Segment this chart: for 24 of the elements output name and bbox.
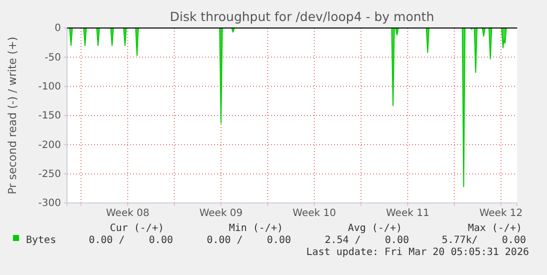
text: Avg (-/+) [348, 223, 402, 234]
y-tick-label: -200 [38, 140, 61, 151]
y-tick-label: -100 [38, 82, 61, 93]
legend-label: Bytes [26, 235, 56, 246]
text: Cur (-/+) [110, 223, 164, 234]
chart-title: Disk throughput for /dev/loop4 - by month [170, 9, 434, 24]
text: 0.00 / 0.00 [206, 235, 291, 246]
y-axis-title: Pr second read (-) / write (+) [6, 36, 19, 194]
y-tick-label: -250 [38, 169, 61, 180]
x-tick-label: Week 11 [386, 208, 430, 220]
x-tick-label: Week 08 [106, 208, 150, 220]
text: Last update: Fri Mar 20 05:05:31 2026 [306, 247, 529, 258]
text: 0.00 / 0.00 [88, 235, 173, 246]
text: Max (-/+) [468, 223, 522, 234]
text: Min (-/+) [228, 223, 283, 234]
x-tick-label: Week 09 [199, 208, 243, 220]
y-tick-label: -150 [38, 110, 61, 122]
y-tick-label: -50 [44, 52, 61, 64]
x-tick-label: Week 10 [292, 208, 336, 220]
x-tick-label: Week 12 [479, 208, 523, 220]
y-tick-label: -300 [38, 198, 61, 210]
text: 2.54 / 0.00 [324, 235, 409, 246]
y-tick-label: 0 [54, 23, 61, 34]
text: 5.77k/ 0.00 [442, 235, 526, 246]
